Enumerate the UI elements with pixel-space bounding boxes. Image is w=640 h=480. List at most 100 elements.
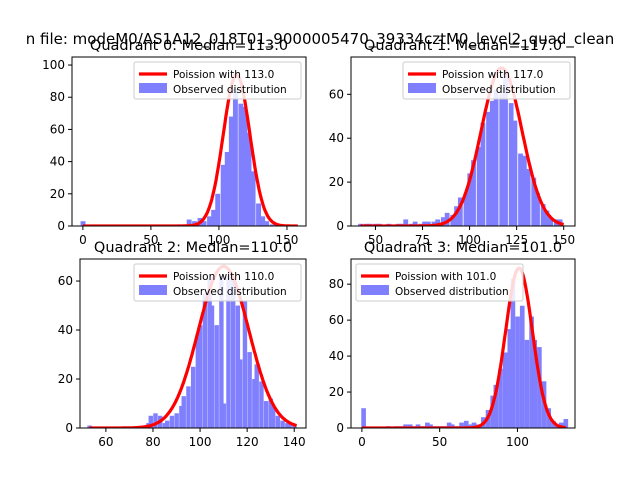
- axes-frame: [350, 258, 576, 429]
- histogram-bar: [435, 219, 441, 226]
- subplot-grid: 0 50 100 150 0 20 40 60 80 100 Quadrant 0: Median=…: [42, 38, 576, 449]
- histogram-bar: [232, 89, 238, 226]
- x-tick-label: 125: [505, 233, 528, 247]
- histogram-bar: [449, 424, 455, 428]
- histogram-bar: [270, 405, 276, 428]
- histogram-bar: [512, 120, 518, 226]
- histogram-bar: [546, 408, 552, 428]
- histogram-bar: [525, 168, 531, 226]
- x-tick-label: 100: [458, 233, 481, 247]
- histogram-bar: [201, 221, 207, 226]
- histogram-bar: [292, 425, 297, 428]
- y-tick-label: 100: [42, 58, 65, 72]
- histogram-bar: [489, 100, 495, 226]
- histogram-bar: [280, 420, 285, 428]
- legend-hist-swatch: [408, 83, 436, 93]
- y-tick-label: 40: [329, 349, 344, 363]
- histogram-bar: [242, 106, 248, 226]
- legend-hist-label: Observed distribution: [395, 286, 509, 298]
- histogram-bar: [524, 339, 530, 428]
- y-tick-label: 20: [50, 187, 65, 201]
- histogram-bar: [195, 334, 201, 428]
- y-tick-label: 60: [329, 313, 344, 327]
- histogram-bar: [260, 216, 266, 226]
- histogram-bar: [446, 422, 452, 428]
- histogram-bar: [540, 204, 546, 226]
- histogram-bar: [207, 278, 212, 428]
- axes-frame: [350, 56, 576, 227]
- y-tick-label: 60: [329, 87, 344, 101]
- histogram-bar: [221, 403, 226, 428]
- histogram-bar: [361, 408, 366, 428]
- histogram-bar: [425, 221, 431, 226]
- histogram-bar: [440, 217, 446, 226]
- histogram-bar: [153, 413, 158, 428]
- x-tick-label: 50: [368, 233, 383, 247]
- y-tick-label: 20: [58, 372, 73, 386]
- histogram-bar: [403, 424, 408, 428]
- axes-frame: [71, 56, 307, 227]
- legend: Poission with 110.0 Observed distribution: [133, 263, 302, 302]
- histogram-bar: [202, 293, 208, 428]
- histogram-bar: [80, 221, 86, 226]
- y-tick-label: 80: [50, 90, 65, 104]
- histogram-bar: [480, 122, 486, 226]
- legend-box: [355, 263, 524, 302]
- histogram-bar: [220, 164, 226, 226]
- legend: Poission with 113.0 Observed distribution: [133, 61, 302, 100]
- figure-title: n file: modeM0/AS1A12_018T01_9000005470_…: [26, 30, 615, 49]
- histogram-bar: [519, 305, 525, 428]
- histogram-bar: [238, 359, 243, 428]
- legend-box: [133, 61, 302, 100]
- x-tick-label: 60: [98, 435, 113, 449]
- histogram-bar: [551, 420, 556, 428]
- legend-line-label: Poission with 101.0: [395, 271, 496, 283]
- histogram-bar: [544, 210, 550, 226]
- plot-area: [358, 66, 565, 226]
- histogram-bar: [403, 219, 409, 226]
- legend-box: [133, 263, 302, 302]
- histogram-bar: [467, 173, 473, 226]
- legend-line-label: Poission with 110.0: [173, 271, 274, 283]
- histogram-bar: [275, 415, 281, 428]
- histogram-bar: [230, 278, 236, 428]
- y-tick-label: 40: [50, 155, 65, 169]
- histogram-bar: [537, 347, 542, 428]
- histogram-bar: [450, 215, 456, 226]
- axes-frame: [79, 258, 307, 429]
- histogram-bar: [214, 325, 219, 428]
- legend-hist-label: Observed distribution: [173, 84, 287, 96]
- histogram-bar: [256, 203, 261, 226]
- legend-line-label: Poission with 117.0: [442, 69, 543, 81]
- histogram-bar: [554, 426, 559, 428]
- histogram-bar: [493, 384, 499, 428]
- histogram-bar: [476, 146, 482, 226]
- histogram-bar: [425, 422, 430, 428]
- histogram-bar: [207, 216, 213, 226]
- x-tick-label: 140: [283, 435, 306, 449]
- legend-hist-swatch: [361, 285, 389, 295]
- x-tick-label: 120: [236, 435, 259, 449]
- legend-hist-swatch: [139, 83, 167, 93]
- histogram-bar: [287, 423, 292, 428]
- histogram-bar: [463, 193, 469, 226]
- histogram-bar: [198, 325, 203, 428]
- histogram-bar: [486, 111, 491, 226]
- x-tick-label: 100: [207, 233, 230, 247]
- histogram-bar: [179, 405, 184, 428]
- subplot-title: Quadrant 0: Median=113.0: [90, 38, 288, 54]
- legend-line-label: Poission with 113.0: [173, 69, 274, 81]
- histogram-bar: [502, 352, 508, 428]
- y-tick-label: 40: [58, 323, 73, 337]
- x-tick-label: 100: [506, 435, 529, 449]
- histogram-bar: [531, 177, 537, 226]
- histogram-bar: [463, 420, 469, 428]
- histogram-bar: [499, 94, 505, 226]
- histogram-bar: [211, 209, 217, 226]
- histogram-bar: [548, 217, 554, 226]
- y-tick-label: 80: [329, 277, 344, 291]
- histogram-bar: [252, 379, 257, 428]
- histogram-bar: [415, 424, 421, 428]
- x-tick-label: 0: [358, 435, 366, 449]
- histogram-bar: [247, 352, 252, 428]
